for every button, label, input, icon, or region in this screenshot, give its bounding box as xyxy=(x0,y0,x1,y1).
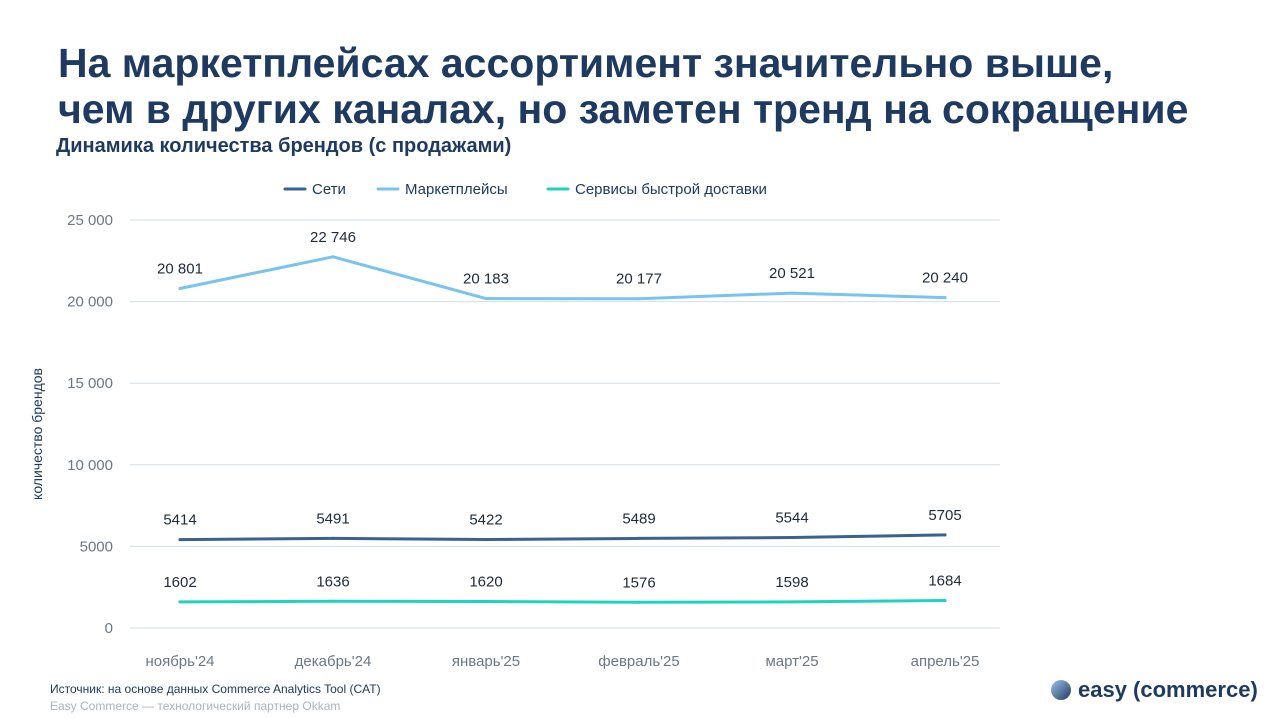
data-label: 20 183 xyxy=(463,271,509,288)
y-tick-label: 0 xyxy=(105,620,113,637)
y-tick-label: 25 000 xyxy=(67,212,113,229)
partner-note: Easy Commerce — технологический партнер … xyxy=(50,699,341,713)
data-point xyxy=(331,599,335,603)
y-tick-label: 10 000 xyxy=(67,457,113,474)
data-point xyxy=(637,600,641,604)
data-point xyxy=(790,291,794,295)
series-line xyxy=(178,533,947,542)
logo-icon xyxy=(1051,680,1071,700)
page-title: На маркетплейсах ассортимент значительно… xyxy=(58,40,1258,132)
data-point xyxy=(484,538,488,542)
x-tick-label: февраль'25 xyxy=(598,653,679,670)
data-label: 1636 xyxy=(316,573,349,590)
data-point xyxy=(943,296,947,300)
y-tick-label: 15 000 xyxy=(67,375,113,392)
data-label: 20 521 xyxy=(769,265,815,282)
title-line-2: чем в других каналах, но заметен тренд н… xyxy=(58,86,1189,132)
data-point xyxy=(178,287,182,291)
x-tick-label: ноябрь'24 xyxy=(145,653,214,670)
legend-label: Маркетплейсы xyxy=(405,181,508,198)
data-point xyxy=(943,533,947,537)
data-point xyxy=(943,599,947,603)
data-label: 1684 xyxy=(928,573,961,590)
data-label: 5705 xyxy=(928,507,961,524)
data-label: 1602 xyxy=(163,574,196,591)
title-line-1: На маркетплейсах ассортимент значительно… xyxy=(58,40,1114,86)
data-label: 5544 xyxy=(775,510,808,527)
data-point xyxy=(790,536,794,540)
series-line xyxy=(178,599,947,604)
data-label: 22 746 xyxy=(310,229,356,246)
data-label: 1576 xyxy=(622,574,655,591)
data-label: 5491 xyxy=(316,510,349,527)
data-label: 1598 xyxy=(775,574,808,591)
data-label: 20 177 xyxy=(616,271,662,288)
data-point xyxy=(331,536,335,540)
series-line xyxy=(178,255,947,301)
data-point xyxy=(637,536,641,540)
data-point xyxy=(178,538,182,542)
legend-label: Сети xyxy=(312,181,346,198)
legend-label: Сервисы быстрой доставки xyxy=(575,181,767,198)
data-label: 1620 xyxy=(469,574,502,591)
data-point xyxy=(637,297,641,301)
x-tick-label: апрель'25 xyxy=(911,653,980,670)
data-label: 20 240 xyxy=(922,270,968,287)
data-label: 5414 xyxy=(163,512,196,529)
data-point xyxy=(331,255,335,259)
data-point xyxy=(484,600,488,604)
data-point xyxy=(484,297,488,301)
data-point xyxy=(178,600,182,604)
y-tick-label: 5000 xyxy=(80,538,113,555)
data-label: 20 801 xyxy=(157,261,203,278)
source-note: Источник: на основе данных Commerce Anal… xyxy=(50,682,381,696)
y-axis-label: количество брендов xyxy=(29,368,45,500)
logo-text: easy (commerce) xyxy=(1078,677,1258,702)
easy-commerce-logo: easy (commerce) xyxy=(1050,677,1258,703)
x-tick-label: январь'25 xyxy=(452,653,520,670)
data-label: 5422 xyxy=(469,512,502,529)
x-tick-label: март'25 xyxy=(765,653,818,670)
y-tick-label: 20 000 xyxy=(67,294,113,311)
data-label: 5489 xyxy=(622,510,655,527)
x-tick-label: декабрь'24 xyxy=(295,653,372,670)
data-point xyxy=(790,600,794,604)
chart-subtitle: Динамика количества брендов (с продажами… xyxy=(56,135,512,157)
